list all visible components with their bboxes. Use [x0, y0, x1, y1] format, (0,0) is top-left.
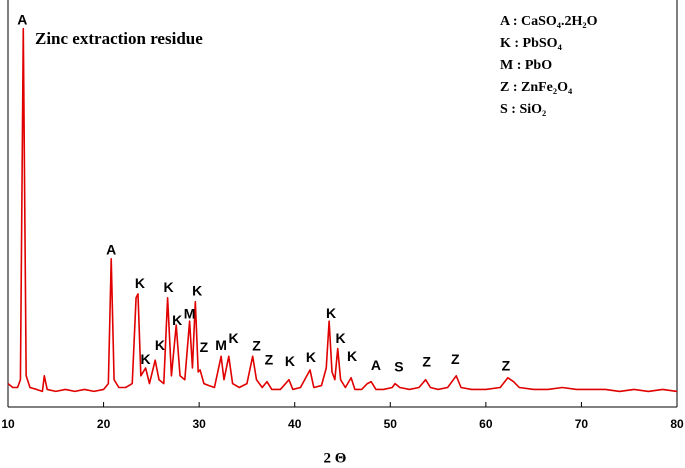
peak-label: K [163, 279, 173, 295]
x-tick-label: 50 [384, 417, 398, 431]
legend-entry: A : CaSO₄.2H₂O [500, 14, 598, 29]
x-tick-label: 40 [288, 417, 302, 431]
peak-label: K [285, 353, 295, 369]
x-tick-label: 20 [97, 417, 111, 431]
peak-label: Z [252, 338, 261, 354]
x-tick-label: 60 [479, 417, 493, 431]
xrd-line [7, 27, 678, 393]
peak-label: S [394, 359, 403, 375]
legend-entry: M : PbO [500, 58, 552, 73]
peak-label: Z [200, 339, 209, 355]
peak-label: Z [265, 352, 274, 368]
legend-entry: K : PbSO₄ [500, 36, 563, 51]
peak-label: K [228, 330, 238, 346]
peak-label: K [135, 275, 145, 291]
peak-label: A [106, 242, 116, 258]
peak-label: A [371, 357, 381, 373]
peak-label: Z [422, 354, 431, 370]
peak-label: M [215, 337, 227, 353]
peak-label: K [141, 351, 151, 367]
peak-label: K [306, 349, 316, 365]
peak-label: K [155, 337, 165, 353]
peak-label: K [336, 330, 346, 346]
chart-title: Zinc extraction residue [35, 29, 203, 48]
x-tick-label: 70 [575, 417, 589, 431]
x-axis-label: 2 Θ [324, 450, 347, 466]
peak-label: K [326, 305, 336, 321]
peak-label: M [184, 306, 196, 322]
legend-entry: Z : ZnFe₂O₄ [500, 80, 573, 95]
peak-label: A [17, 12, 27, 28]
x-tick-label: 30 [192, 417, 206, 431]
peak-label: K [192, 283, 202, 299]
peak-label: Z [502, 358, 511, 374]
peak-label: K [347, 348, 357, 364]
x-tick-label: 80 [670, 417, 684, 431]
x-tick-label: 10 [1, 417, 15, 431]
peak-label: Z [451, 351, 460, 367]
peak-label: K [172, 312, 182, 328]
legend-entry: S : SiO₂ [500, 102, 546, 117]
